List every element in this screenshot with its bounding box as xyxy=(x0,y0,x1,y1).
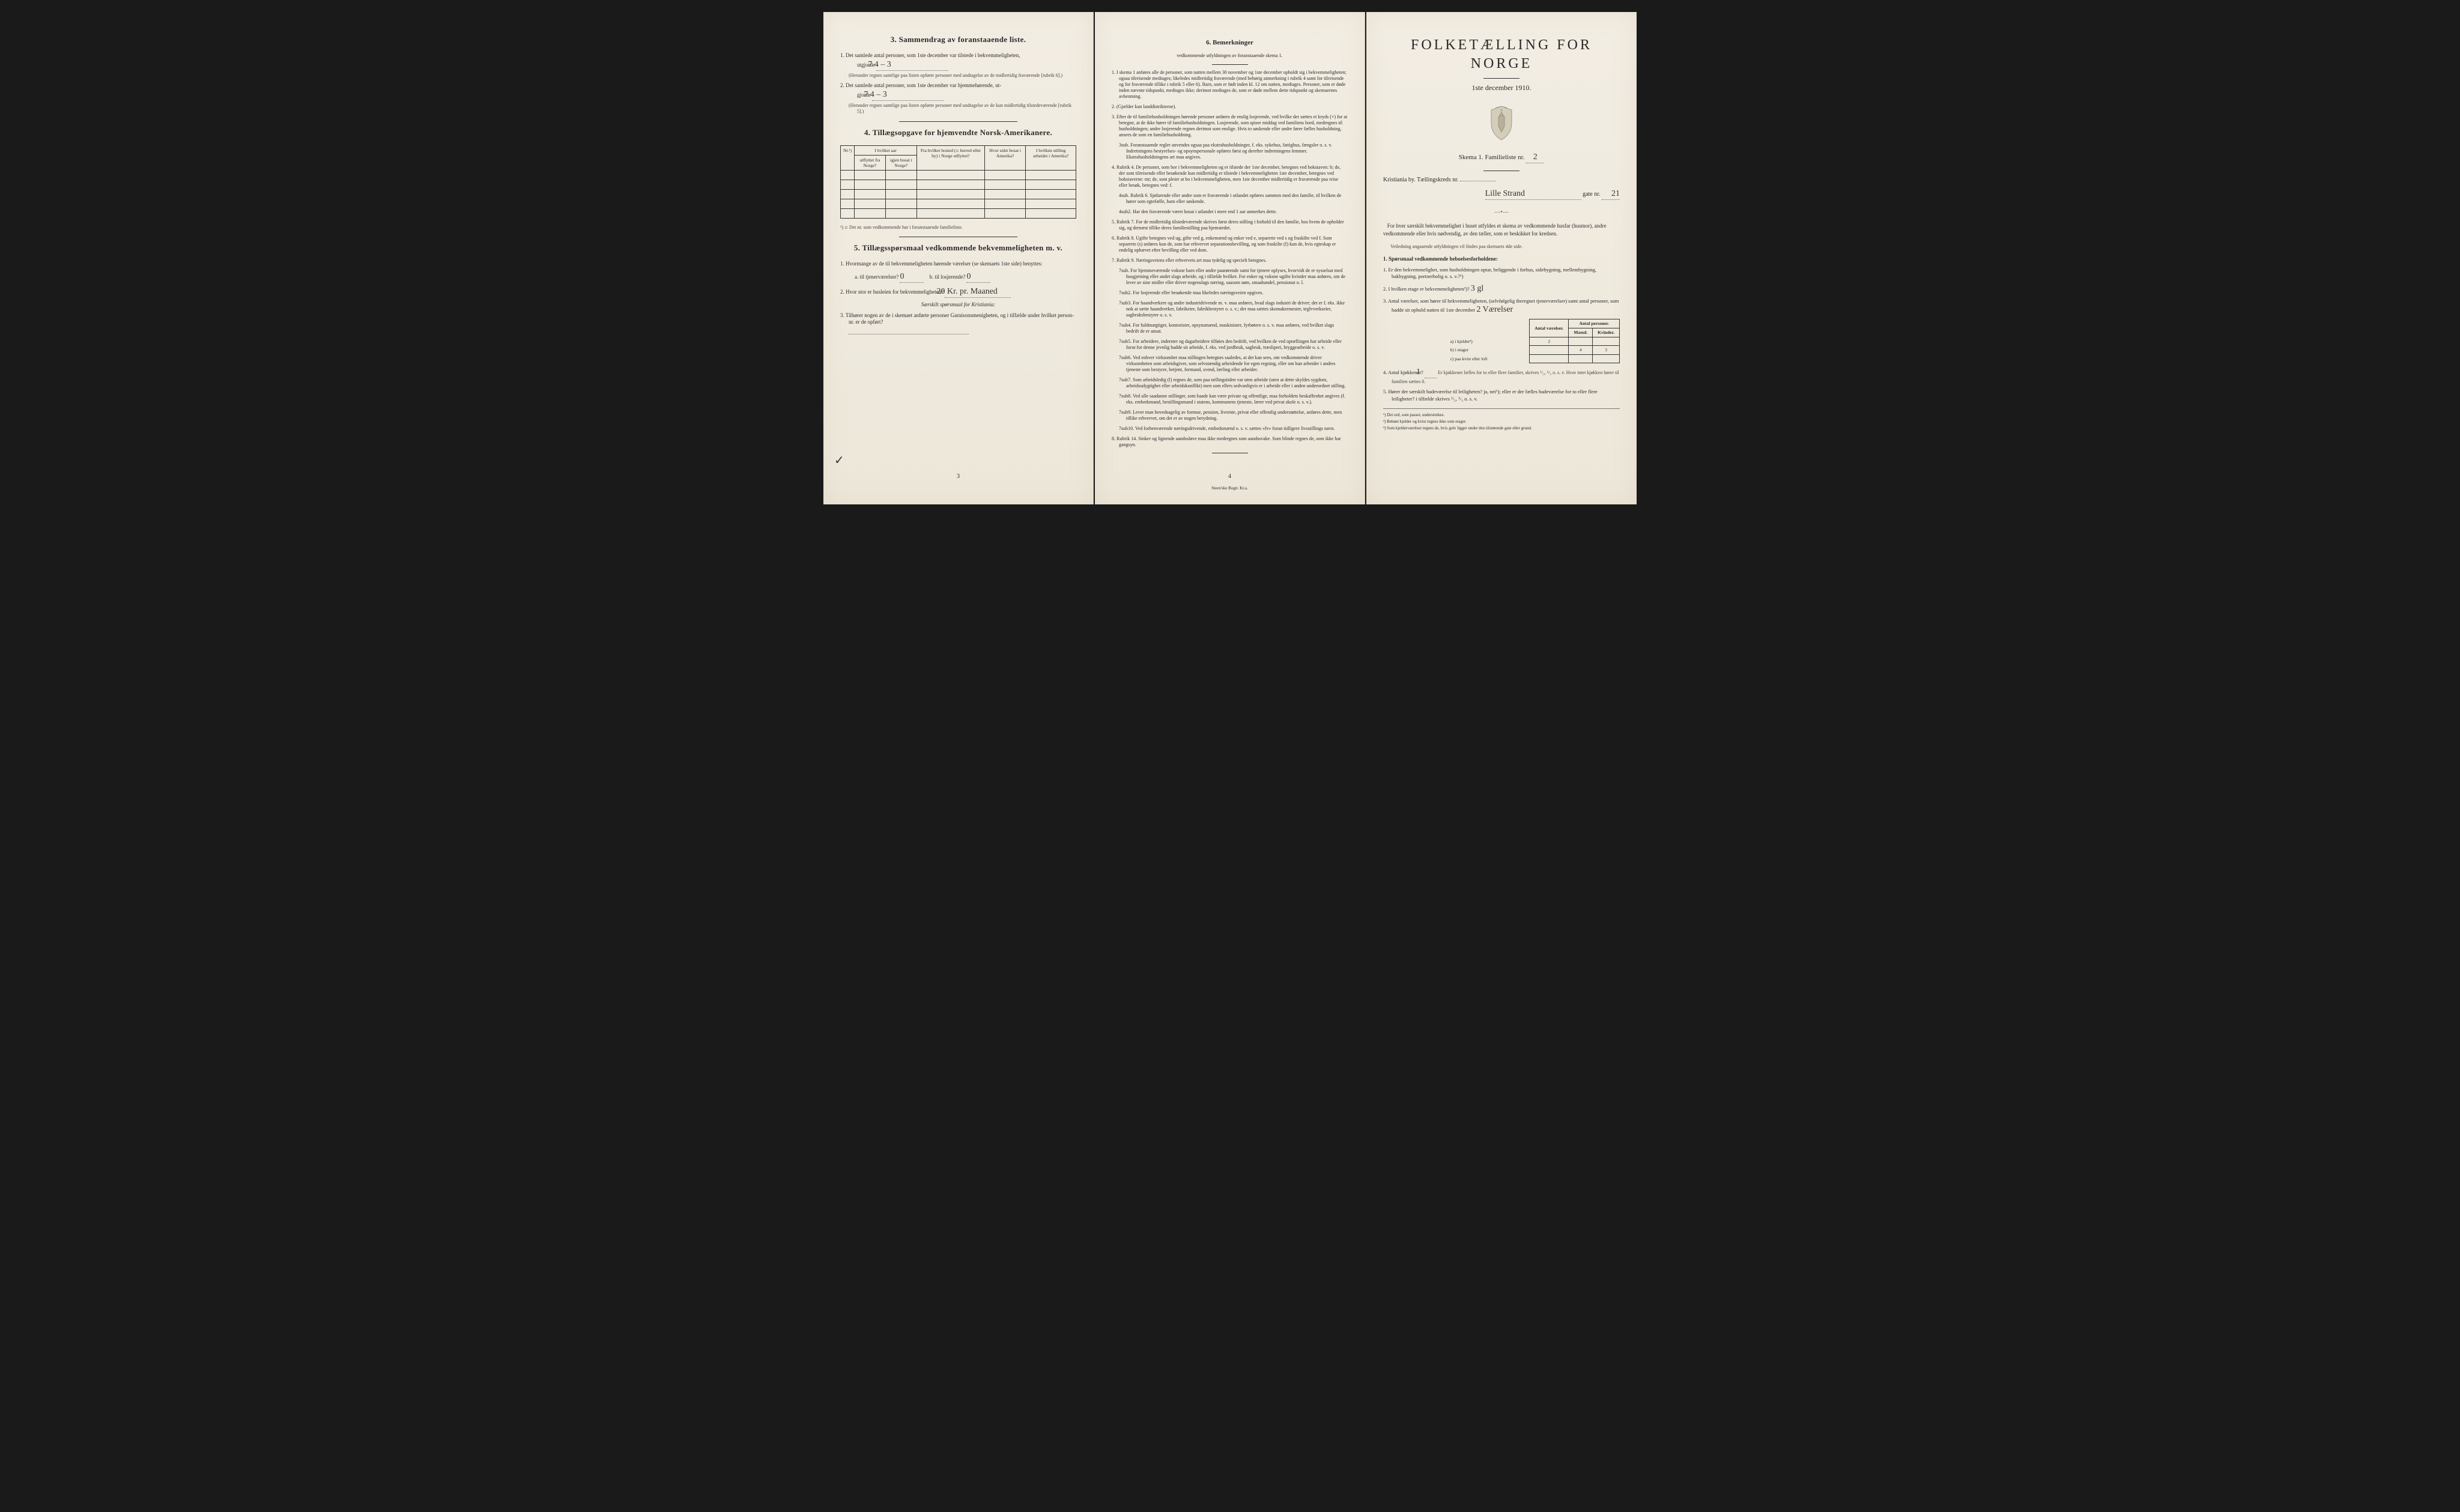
main-title: FOLKETÆLLING FOR NORGE xyxy=(1383,36,1620,73)
remark-7: 7. Rubrik 9. Næringsveiens eller erhverv… xyxy=(1112,258,1348,264)
remark-3: 3. Efter de til familiehusholdningen hør… xyxy=(1112,114,1348,138)
question-1: 1. Hvormange av de til bekvemmeligheten … xyxy=(840,261,1076,268)
q5: 5. Hører der særskilt badeværelse til le… xyxy=(1383,389,1620,402)
page-number: 3 xyxy=(957,473,960,480)
page-number: 4 xyxy=(1228,473,1231,480)
coat-of-arms-icon xyxy=(1486,105,1516,141)
section3-heading: 3. Sammendrag av foranstaaende liste. xyxy=(840,35,1076,45)
question-2: 2. Hvor stor er husleien for bekvemmelig… xyxy=(840,286,1076,298)
table-row xyxy=(841,170,1076,180)
q1: 1. Er den bekvemmelighet, som husholdnin… xyxy=(1383,267,1620,280)
q3-value: 2 Værelser xyxy=(1476,305,1513,314)
street-name: Lille Strand xyxy=(1485,189,1581,200)
item1-value: 7 4 – 3 xyxy=(876,59,948,71)
table-row xyxy=(841,189,1076,199)
divider xyxy=(899,121,1017,122)
table-row: a) i kjelder³) 2 xyxy=(1446,337,1620,346)
checkmark: ✓ xyxy=(834,453,844,468)
q3: 3. Antal værelser, som hører til bekvemm… xyxy=(1383,298,1620,315)
table-row: c) paa kvist eller loft xyxy=(1446,355,1620,363)
census-date: 1ste december 1910. xyxy=(1383,83,1620,93)
page-1-title: FOLKETÆLLING FOR NORGE 1ste december 191… xyxy=(1366,12,1637,504)
ornament-icon: ―•― xyxy=(1383,208,1620,216)
remark-1: 1. I skema 1 anføres alle de personer, s… xyxy=(1112,70,1348,100)
q2-value: 3 gl xyxy=(1471,284,1483,293)
skema-nr: 2 xyxy=(1526,152,1544,163)
q2-value: 20 Kr. pr. Maaned xyxy=(945,286,1011,298)
q4: 4. Antal kjøkkener? 1 Er kjøkkenet fælle… xyxy=(1383,367,1620,386)
section4-heading: 4. Tillægsopgave for hjemvendte Norsk-Am… xyxy=(840,128,1076,138)
item-2: 2. Det samlede antal personer, som 1ste … xyxy=(840,82,1076,115)
census-document: 3. Sammendrag av foranstaaende liste. 1.… xyxy=(823,12,1637,504)
table-row: b) i etager 4 3 xyxy=(1446,346,1620,355)
rooms-persons-table: Antal værelser. Antal personer. Mænd. Kv… xyxy=(1446,319,1620,363)
skema-label: Skema 1. Familieliste nr. 2 xyxy=(1383,152,1620,163)
page-3: 3. Sammendrag av foranstaaende liste. 1.… xyxy=(823,12,1094,504)
footnote: ¹) ɔ: Det nr. som vedkommende har i fora… xyxy=(840,225,1076,231)
footnotes: ¹) Det ord, som passer, understrekes. ²)… xyxy=(1383,408,1620,431)
q1b-value: 0 xyxy=(966,271,990,283)
page-4: 6. Bemerkninger vedkommende utfyldningen… xyxy=(1095,12,1365,504)
table-row xyxy=(841,180,1076,189)
q4-value: 1 xyxy=(1425,367,1437,378)
remark-6: 6. Rubrik 8. Ugifte betegnes ved ug, gif… xyxy=(1112,235,1348,253)
intro-text: For hver særskilt bekvemmelighet i huset… xyxy=(1383,222,1620,237)
item-1: 1. Det samlede antal personer, som 1ste … xyxy=(840,52,1076,79)
norsk-amerikanere-table: Nr.¹) I hvilket aar Fra hvilket bosted (… xyxy=(840,145,1076,219)
table-row xyxy=(841,208,1076,218)
remark-4: 4. Rubrik 4. De personer, som bor i bekv… xyxy=(1112,165,1348,189)
printer-note: Steen'ske Bogtr. Kr.a. xyxy=(1211,486,1248,491)
remark-5: 5. Rubrik 7. For de midlertidig tilstede… xyxy=(1112,219,1348,231)
section6-heading: 6. Bemerkninger xyxy=(1112,38,1348,47)
q1a-value: 0 xyxy=(900,271,924,283)
q2: 2. I hvilken etage er bekvemmeligheten²)… xyxy=(1383,283,1620,294)
table-row xyxy=(841,199,1076,208)
remark-8: 8. Rubrik 14. Sinker og lignende aandssl… xyxy=(1112,436,1348,448)
gate-nr: 21 xyxy=(1602,189,1620,200)
question-3: 3. Tilhører nogen av de i skemaet anført… xyxy=(840,312,1076,326)
questions-heading: 1. Spørsmaal vedkommende beboelsesforhol… xyxy=(1383,256,1620,263)
item2-value: 7 4 – 3 xyxy=(872,89,944,101)
remark-2: 2. (Gjælder kun landdistrikterne). xyxy=(1112,104,1348,110)
section5-heading: 5. Tillægsspørsmaal vedkommende bekvemme… xyxy=(840,243,1076,253)
